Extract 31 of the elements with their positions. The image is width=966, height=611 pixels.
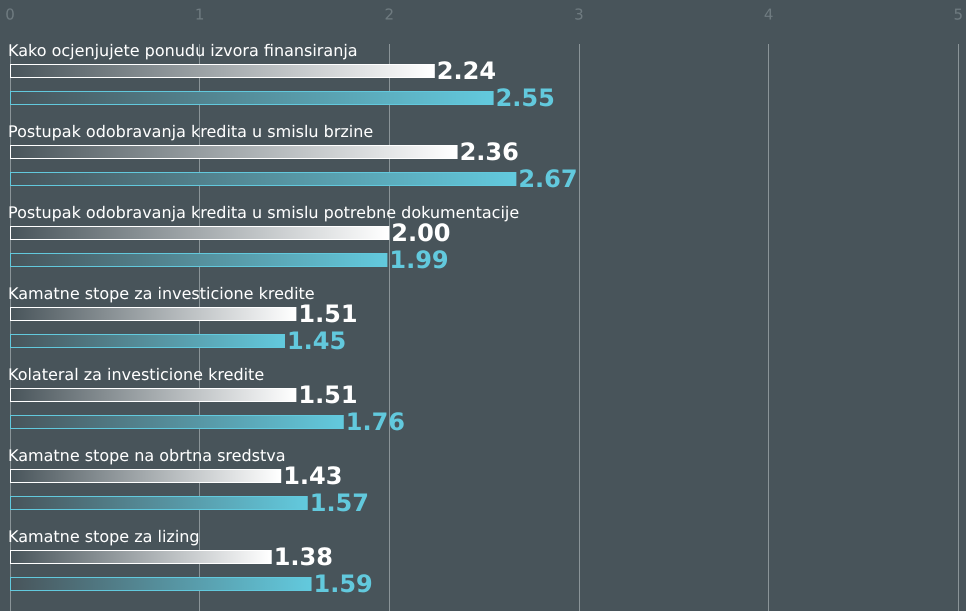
- bar: [10, 226, 390, 240]
- bar: [10, 144, 458, 159]
- bar: [10, 172, 516, 186]
- data-label: 1.38: [274, 542, 333, 571]
- bar: [10, 306, 296, 321]
- data-label: 1.51: [298, 380, 358, 409]
- y-tick-label: Postupak odobravanja kredita u smislu brzine: [8, 122, 374, 141]
- data-label: 2.67: [518, 165, 578, 194]
- bar: [10, 334, 285, 348]
- data-label: 1.57: [310, 489, 369, 518]
- data-label: 2.36: [460, 138, 519, 166]
- data-label: 1.99: [389, 246, 449, 274]
- y-tick-label: Kamatne stope na obrtna sredstva: [8, 446, 286, 465]
- bar: [10, 468, 282, 483]
- data-label: 2.24: [436, 56, 496, 85]
- data-label: 1.59: [314, 570, 373, 598]
- data-label: 1.76: [346, 408, 405, 436]
- bar: [10, 64, 435, 78]
- bar: [10, 550, 272, 564]
- bar: [10, 415, 344, 430]
- bar: [10, 253, 388, 268]
- y-tick-label: Kamatne stope za lizing: [8, 527, 200, 546]
- bar: [10, 577, 312, 592]
- y-tick-label: Kako ocjenjujete ponudu izvora finansiranja: [8, 41, 358, 60]
- data-label: 1.45: [286, 327, 346, 356]
- bar: [10, 91, 494, 106]
- data-label: 2.55: [496, 84, 555, 112]
- data-label: 1.43: [283, 462, 342, 490]
- y-tick-label: Kolateral za investicione kredite: [8, 365, 264, 384]
- bar: [10, 496, 308, 510]
- bar: [10, 388, 296, 402]
